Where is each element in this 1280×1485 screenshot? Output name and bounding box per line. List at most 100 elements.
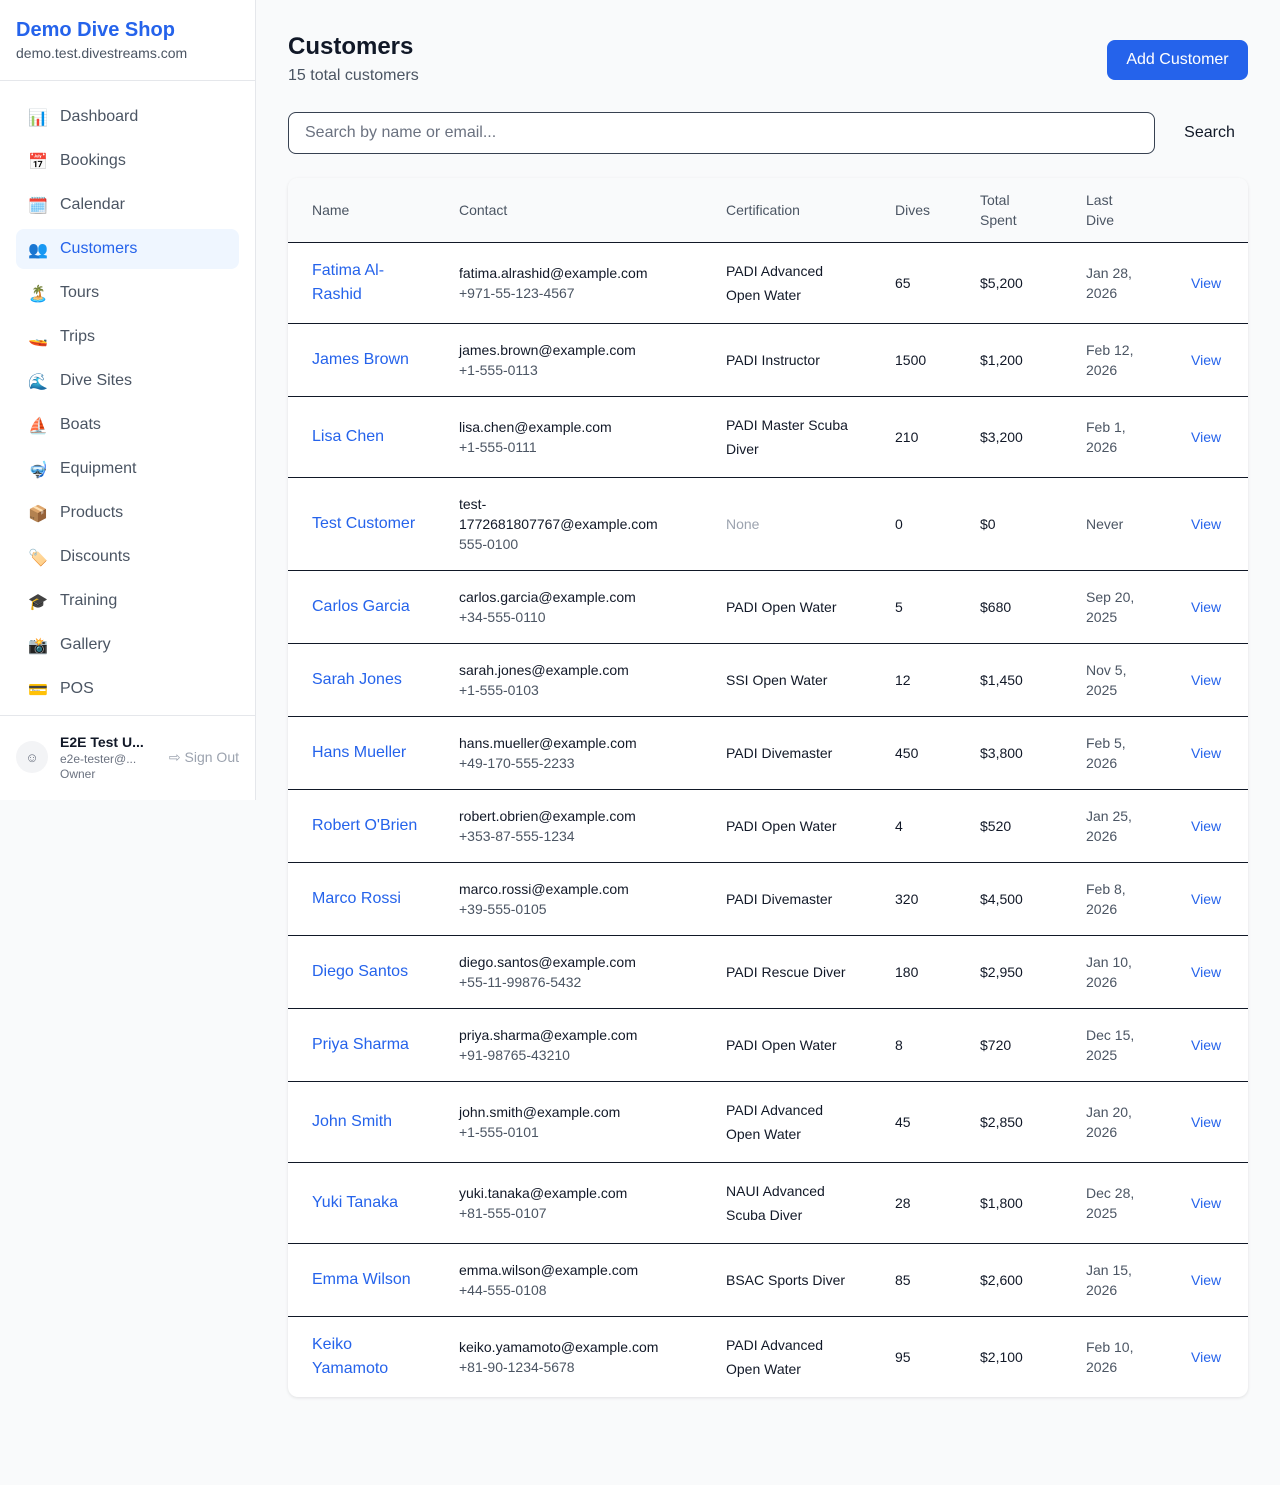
view-link[interactable]: View: [1191, 1036, 1222, 1053]
view-link[interactable]: View: [1191, 1113, 1222, 1130]
sidebar-item-label: Equipment: [60, 460, 137, 477]
sidebar-item-bookings[interactable]: 📅 Bookings: [16, 141, 239, 181]
sidebar-item-boats[interactable]: ⛵ Boats: [16, 405, 239, 445]
last-dive: Feb 10, 2026: [1086, 1338, 1134, 1375]
total-spent: $1,800: [980, 1162, 1086, 1244]
name-cell: Diego Santos: [288, 935, 459, 1009]
view-link[interactable]: View: [1191, 744, 1222, 761]
sidebar-item-calendar[interactable]: 🗓️ Calendar: [16, 185, 239, 225]
customer-name-link[interactable]: Yuki Tanaka: [312, 1193, 398, 1211]
total-spent: $680: [980, 570, 1086, 644]
sign-out-icon: ⇨: [168, 748, 181, 765]
last-dive: Jan 15, 2026: [1086, 1243, 1191, 1317]
customer-email: marco.rossi@example.com: [459, 880, 629, 897]
view-link[interactable]: View: [1191, 1348, 1222, 1365]
customer-email: hans.mueller@example.com: [459, 734, 637, 751]
sidebar-item-discounts[interactable]: 🏷️ Discounts: [16, 537, 239, 577]
total-spent: $2,850: [980, 1081, 1086, 1163]
customer-name-link[interactable]: Emma Wilson: [312, 1270, 411, 1288]
sidebar-item-gallery[interactable]: 📸 Gallery: [16, 625, 239, 665]
customer-name-link[interactable]: Test Customer: [312, 514, 416, 532]
view-link[interactable]: View: [1191, 671, 1222, 688]
name-cell: Test Customer: [288, 477, 459, 571]
sidebar-item-products[interactable]: 📦 Products: [16, 493, 239, 533]
view-link[interactable]: View: [1191, 274, 1222, 291]
sidebar-item-tours[interactable]: 🏝️ Tours: [16, 273, 239, 313]
table-row: John Smith john.smith@example.com +1-555-…: [288, 1081, 1248, 1163]
user-panel: ☺ E2E Test U... e2e-tester@... Owner ⇨ S…: [0, 715, 255, 798]
customer-name-link[interactable]: Sarah Jones: [312, 670, 402, 688]
col-dives: Dives: [895, 178, 980, 243]
certification: PADI Rescue Diver: [726, 935, 895, 1009]
sidebar-nav: 📊 Dashboard 📅 Bookings 🗓️ Calendar 👥 Customers 🏝…: [0, 81, 255, 709]
customer-name-link[interactable]: James Brown: [312, 350, 409, 368]
view-link[interactable]: View: [1191, 428, 1222, 445]
customer-name-link[interactable]: Robert O'Brien: [312, 816, 418, 834]
sidebar-item-pos[interactable]: 💳 POS: [16, 669, 239, 709]
name-cell: Lisa Chen: [288, 396, 459, 478]
last-dive: Feb 12, 2026: [1086, 323, 1191, 397]
view-link[interactable]: View: [1191, 817, 1222, 834]
view-link[interactable]: View: [1191, 351, 1222, 368]
sidebar-item-label: Customers: [60, 240, 138, 257]
total-spent: $1,450: [980, 643, 1086, 717]
certification: PADI Advanced Open Water: [726, 1336, 824, 1377]
sidebar-item-label: Products: [60, 504, 124, 521]
search-input[interactable]: [288, 112, 1155, 154]
customer-name-link[interactable]: Hans Mueller: [312, 743, 407, 761]
actions-cell: View: [1191, 643, 1248, 717]
sidebar-item-label: Gallery: [60, 636, 111, 653]
dives: 85: [895, 1243, 980, 1317]
user-email: e2e-tester@...: [60, 752, 137, 766]
sign-out-button[interactable]: ⇨ Sign Out: [169, 749, 239, 766]
name-cell: James Brown: [288, 323, 459, 397]
shop-name[interactable]: Demo Dive Shop: [16, 19, 175, 41]
customer-name-link[interactable]: Lisa Chen: [312, 427, 385, 445]
customer-email: yuki.tanaka@example.com: [459, 1184, 628, 1201]
add-customer-button[interactable]: Add Customer: [1107, 40, 1248, 80]
table-row: Robert O'Brien robert.obrien@example.com…: [288, 789, 1248, 863]
sidebar-item-trips[interactable]: 🚤 Trips: [16, 317, 239, 357]
actions-cell: View: [1191, 1316, 1248, 1397]
contact-cell: carlos.garcia@example.com +34-555-0110: [459, 570, 726, 644]
customer-name-link[interactable]: Marco Rossi: [312, 889, 401, 907]
certification: PADI Instructor: [726, 323, 895, 397]
sidebar-item-dive-sites[interactable]: 🌊 Dive Sites: [16, 361, 239, 401]
total-spent: $3,800: [980, 716, 1086, 790]
view-link[interactable]: View: [1191, 963, 1222, 980]
customer-email: carlos.garcia@example.com: [459, 588, 636, 605]
contact-cell: sarah.jones@example.com +1-555-0103: [459, 643, 726, 717]
customer-name-link[interactable]: Keiko Yamamoto: [312, 1335, 389, 1377]
customer-name-link[interactable]: Carlos Garcia: [312, 597, 410, 615]
view-link[interactable]: View: [1191, 598, 1222, 615]
name-cell: Carlos Garcia: [288, 570, 459, 644]
sidebar-item-label: Boats: [60, 416, 101, 433]
last-dive: Dec 28, 2025: [1086, 1162, 1191, 1244]
table-row: James Brown james.brown@example.com +1-55…: [288, 323, 1248, 397]
last-dive: Nov 5, 2025: [1086, 643, 1191, 717]
sidebar-item-customers[interactable]: 👥 Customers: [16, 229, 239, 269]
view-link[interactable]: View: [1191, 890, 1222, 907]
name-cell: Marco Rossi: [288, 862, 459, 936]
sidebar-item-training[interactable]: 🎓 Training: [16, 581, 239, 621]
customer-phone: +353-87-555-1234: [459, 827, 575, 844]
customer-name-link[interactable]: Diego Santos: [312, 962, 409, 980]
sidebar-item-dashboard[interactable]: 📊 Dashboard: [16, 97, 239, 137]
sidebar-item-equipment[interactable]: 🤿 Equipment: [16, 449, 239, 489]
contact-cell: yuki.tanaka@example.com +81-555-0107: [459, 1162, 726, 1244]
view-link[interactable]: View: [1191, 1271, 1222, 1288]
customer-phone: +49-170-555-2233: [459, 754, 575, 771]
table-row: Sarah Jones sarah.jones@example.com +1-55…: [288, 643, 1248, 717]
view-link[interactable]: View: [1191, 515, 1222, 532]
table-row: Hans Mueller hans.mueller@example.com +49…: [288, 716, 1248, 790]
customer-name-link[interactable]: Fatima Al-Rashid: [312, 261, 385, 303]
view-link[interactable]: View: [1191, 1194, 1222, 1211]
sidebar-item-label: Training: [60, 592, 118, 609]
customer-name-link[interactable]: Priya Sharma: [312, 1035, 409, 1053]
certification: PADI Open Water: [726, 570, 895, 644]
certification: PADI Advanced Open Water: [726, 1081, 895, 1163]
certification: PADI Open Water: [726, 789, 895, 863]
customer-name-link[interactable]: John Smith: [312, 1112, 393, 1130]
name-cell: Keiko Yamamoto: [288, 1316, 459, 1397]
search-button[interactable]: Search: [1171, 112, 1248, 154]
